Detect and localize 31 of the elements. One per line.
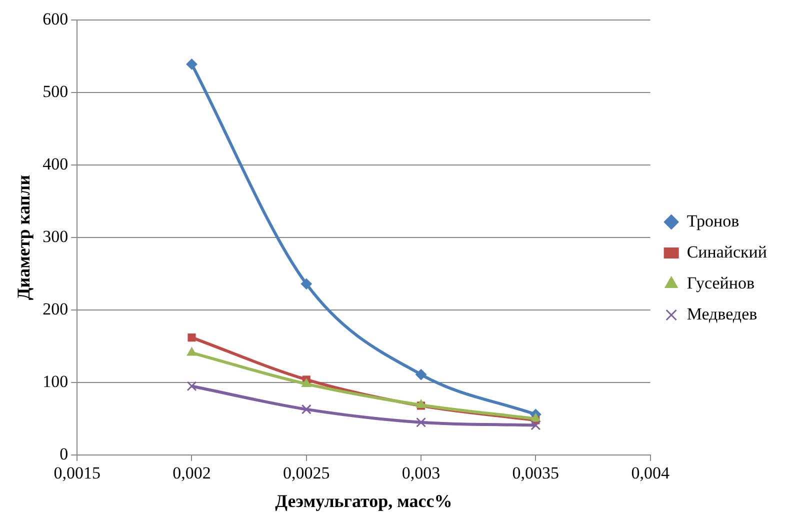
point: [530, 420, 541, 430]
y-tick-label: 600: [42, 9, 68, 28]
legend-label: Тронов: [686, 211, 740, 230]
legend-label: Гусейнов: [686, 273, 755, 292]
point: [416, 399, 426, 408]
x-tick-label: 0,0025: [283, 464, 330, 483]
point: [300, 278, 312, 290]
y-tick-label: 300: [42, 226, 68, 246]
y-tick-label: 200: [42, 299, 68, 318]
point: [416, 417, 426, 428]
y-tick-label: 400: [42, 154, 68, 174]
x-tick-label: 0,003: [402, 464, 440, 483]
point: [416, 369, 427, 380]
x-axis-title: Деэмульгатор, масс%: [275, 490, 452, 511]
point: [186, 58, 198, 70]
point: [186, 381, 197, 392]
y-tick-label: 0: [60, 444, 68, 464]
point: [186, 347, 197, 356]
point: [302, 378, 312, 387]
y-axis-title: Диаметр капли: [13, 174, 34, 300]
x-tick-label: 0,0035: [512, 464, 560, 483]
legend-label: Синайский: [686, 242, 768, 262]
y-tick-label: 500: [42, 82, 68, 101]
point: [530, 413, 541, 422]
y-tick-label: 100: [42, 372, 68, 391]
point: [301, 404, 312, 414]
x-tick-label: 0,004: [631, 464, 670, 483]
x-tick-label: 0,0015: [54, 464, 100, 483]
point: [188, 334, 196, 342]
legend-label: Медведев: [686, 304, 758, 324]
x-tick-label: 0,002: [172, 464, 211, 483]
